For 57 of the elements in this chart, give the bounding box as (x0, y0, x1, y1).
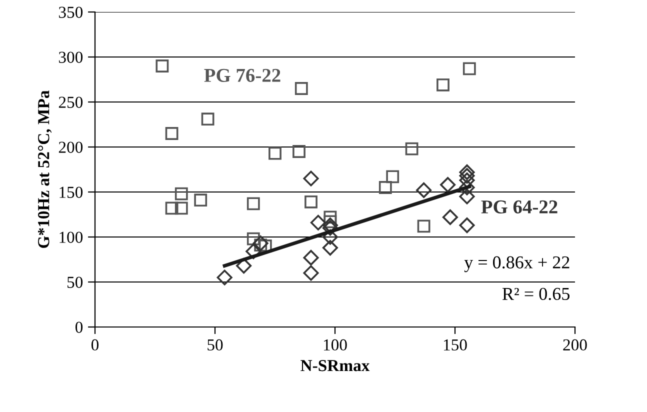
series-label: PG 76-22 (204, 68, 280, 82)
point (386, 170, 400, 184)
annotation: R² = 0.65 (502, 288, 570, 300)
point (174, 187, 188, 200)
point (201, 112, 214, 126)
point (194, 194, 208, 207)
point (174, 202, 188, 215)
point (416, 182, 432, 198)
y-tick-label: 150 (60, 186, 83, 198)
point (165, 127, 178, 140)
x-axis-title: N-SRmax (300, 360, 370, 372)
x-tick-label: 200 (563, 339, 587, 351)
point (246, 244, 262, 260)
point (165, 202, 178, 215)
point (459, 188, 475, 204)
point (436, 78, 450, 92)
point (268, 146, 282, 160)
point (459, 218, 475, 234)
x-tick-label: 0 (91, 339, 99, 351)
point (322, 229, 338, 245)
point (405, 142, 418, 156)
point (292, 145, 306, 158)
point (459, 180, 475, 196)
point (440, 177, 456, 193)
point (294, 82, 308, 95)
annotation: y = 0.86x + 22 (464, 256, 570, 272)
point (304, 195, 318, 208)
y-tick-label: 200 (58, 142, 83, 153)
x-tick-label: 50 (208, 339, 223, 351)
y-tick-label: 100 (60, 232, 83, 243)
point (459, 172, 475, 188)
x-tick-label: 150 (444, 339, 467, 351)
point (462, 62, 476, 76)
point (236, 258, 252, 274)
point (442, 209, 458, 225)
point (417, 220, 430, 233)
point (322, 240, 338, 256)
point (378, 181, 392, 194)
point (459, 164, 475, 180)
point (246, 197, 260, 210)
point (303, 265, 319, 281)
x-tick-label: 100 (324, 339, 347, 351)
point (246, 232, 260, 246)
point (216, 270, 232, 286)
y-tick-label: 50 (67, 276, 83, 288)
y-tick-label: 350 (58, 6, 83, 18)
point (156, 60, 169, 72)
point (303, 170, 319, 186)
y-tick-label: 0 (75, 322, 83, 333)
y-axis-title: G*10Hz at 52°C, MPa (38, 90, 52, 248)
y-tick-label: 250 (58, 96, 83, 108)
series-label: PG 64-22 (481, 200, 558, 214)
point (310, 214, 326, 230)
y-tick-label: 300 (58, 52, 83, 63)
point (252, 236, 268, 252)
point (303, 250, 319, 266)
point (459, 168, 475, 184)
